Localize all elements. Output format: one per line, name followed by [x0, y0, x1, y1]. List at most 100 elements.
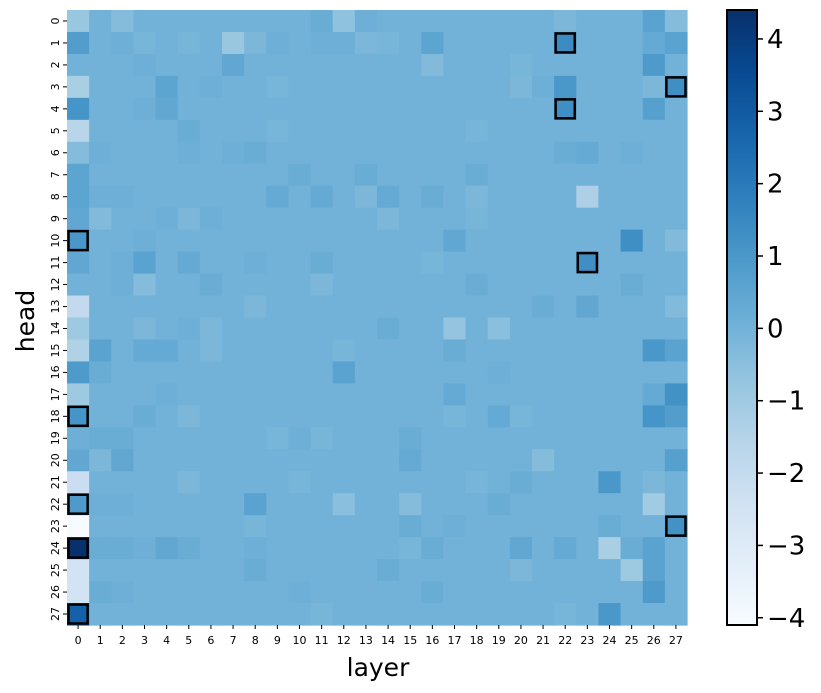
heatmap-cell [266, 295, 290, 319]
heatmap-cell [598, 295, 622, 319]
x-tick-label: 11 [315, 634, 329, 647]
heatmap-cell [89, 273, 112, 297]
y-tick-label: 25 [49, 563, 62, 577]
heatmap-cell [354, 449, 378, 472]
heatmap-cell [155, 427, 179, 450]
heatmap-cell [532, 603, 555, 626]
heatmap-cell [487, 449, 511, 472]
heatmap-cell [664, 427, 688, 450]
heatmap-cell [67, 493, 90, 516]
heatmap-cell [620, 75, 644, 99]
heatmap-cell [244, 383, 267, 406]
heatmap-cell [266, 339, 290, 363]
heatmap-cell [177, 493, 201, 516]
heatmap-cell [133, 295, 157, 319]
heatmap-cell [133, 493, 157, 516]
heatmap-cell [465, 75, 489, 99]
heatmap-cell [67, 119, 90, 143]
y-tick-label: 4 [49, 105, 62, 112]
heatmap-cell [332, 339, 356, 363]
heatmap-cell [377, 141, 400, 165]
heatmap-cell [421, 405, 445, 428]
heatmap-cell [443, 163, 467, 187]
heatmap-cell [89, 251, 112, 275]
heatmap-cell [332, 185, 356, 209]
heatmap-cell [111, 273, 135, 297]
heatmap-cell [89, 603, 112, 626]
heatmap-cell [266, 317, 290, 341]
x-tick-label: 16 [425, 634, 439, 647]
heatmap-cell [155, 317, 179, 341]
heatmap-cell [377, 471, 400, 494]
heatmap-cell [133, 537, 157, 560]
heatmap-cell [399, 515, 422, 538]
heatmap-cell [377, 603, 400, 626]
heatmap-cell [354, 185, 378, 209]
heatmap-cell [642, 537, 666, 560]
heatmap-cell [465, 581, 489, 604]
heatmap-cell [133, 53, 157, 77]
heatmap-cell [443, 229, 467, 253]
heatmap-cell [310, 339, 334, 363]
heatmap-cell [354, 97, 378, 121]
x-tick-label: 5 [185, 634, 192, 647]
heatmap-cell [509, 493, 533, 516]
heatmap-cell [509, 53, 533, 77]
heatmap-cell [89, 427, 112, 450]
y-tick-label: 6 [49, 149, 62, 156]
heatmap-cell [465, 119, 489, 143]
heatmap-cell [222, 207, 245, 231]
heatmap-cell [664, 251, 688, 275]
heatmap-cell [222, 141, 245, 165]
heatmap-cell [111, 559, 135, 582]
heatmap-cell [399, 581, 422, 604]
heatmap-cell [509, 471, 533, 494]
heatmap-cell [443, 581, 467, 604]
heatmap-cell [332, 449, 356, 472]
heatmap-cell [133, 559, 157, 582]
heatmap-cell [598, 185, 622, 209]
heatmap-cell [554, 537, 577, 560]
heatmap-cell [199, 295, 223, 319]
heatmap-cell [89, 10, 112, 33]
heatmap-cell [332, 163, 356, 187]
heatmap-cell [288, 295, 312, 319]
heatmap-cell [266, 10, 290, 33]
colorbar-tick-label: 4 [767, 25, 784, 55]
heatmap-cell [620, 251, 644, 275]
heatmap-cell [554, 559, 577, 582]
heatmap-cell [399, 251, 422, 275]
heatmap-cell [222, 251, 245, 275]
heatmap-cell [664, 515, 688, 538]
heatmap-cell [532, 449, 555, 472]
heatmap-cell [288, 515, 312, 538]
heatmap-cell [177, 361, 201, 384]
heatmap-cell [664, 383, 688, 406]
heatmap-cell [288, 339, 312, 363]
heatmap-cell [199, 383, 223, 406]
heatmap-cell [598, 31, 622, 55]
heatmap-cell [133, 339, 157, 363]
heatmap-cell [111, 141, 135, 165]
heatmap-cell [576, 207, 600, 231]
heatmap-cell [222, 537, 245, 560]
heatmap-cell [288, 141, 312, 165]
heatmap-cell [133, 163, 157, 187]
heatmap-cell [509, 339, 533, 363]
heatmap-cell [554, 471, 577, 494]
heatmap-cell [199, 229, 223, 253]
heatmap-cell [111, 493, 135, 516]
y-tick-label: 20 [49, 453, 62, 467]
heatmap-cell [487, 537, 511, 560]
heatmap-cell [155, 537, 179, 560]
heatmap-cell [377, 53, 400, 77]
heatmap-cell [67, 185, 90, 209]
heatmap-cell [598, 427, 622, 450]
heatmap-cell [576, 361, 600, 384]
heatmap-cell [576, 493, 600, 516]
heatmap-cell [244, 427, 267, 450]
heatmap-cell [310, 405, 334, 428]
heatmap-cell [642, 383, 666, 406]
heatmap-cell [244, 295, 267, 319]
heatmap-cell [199, 427, 223, 450]
